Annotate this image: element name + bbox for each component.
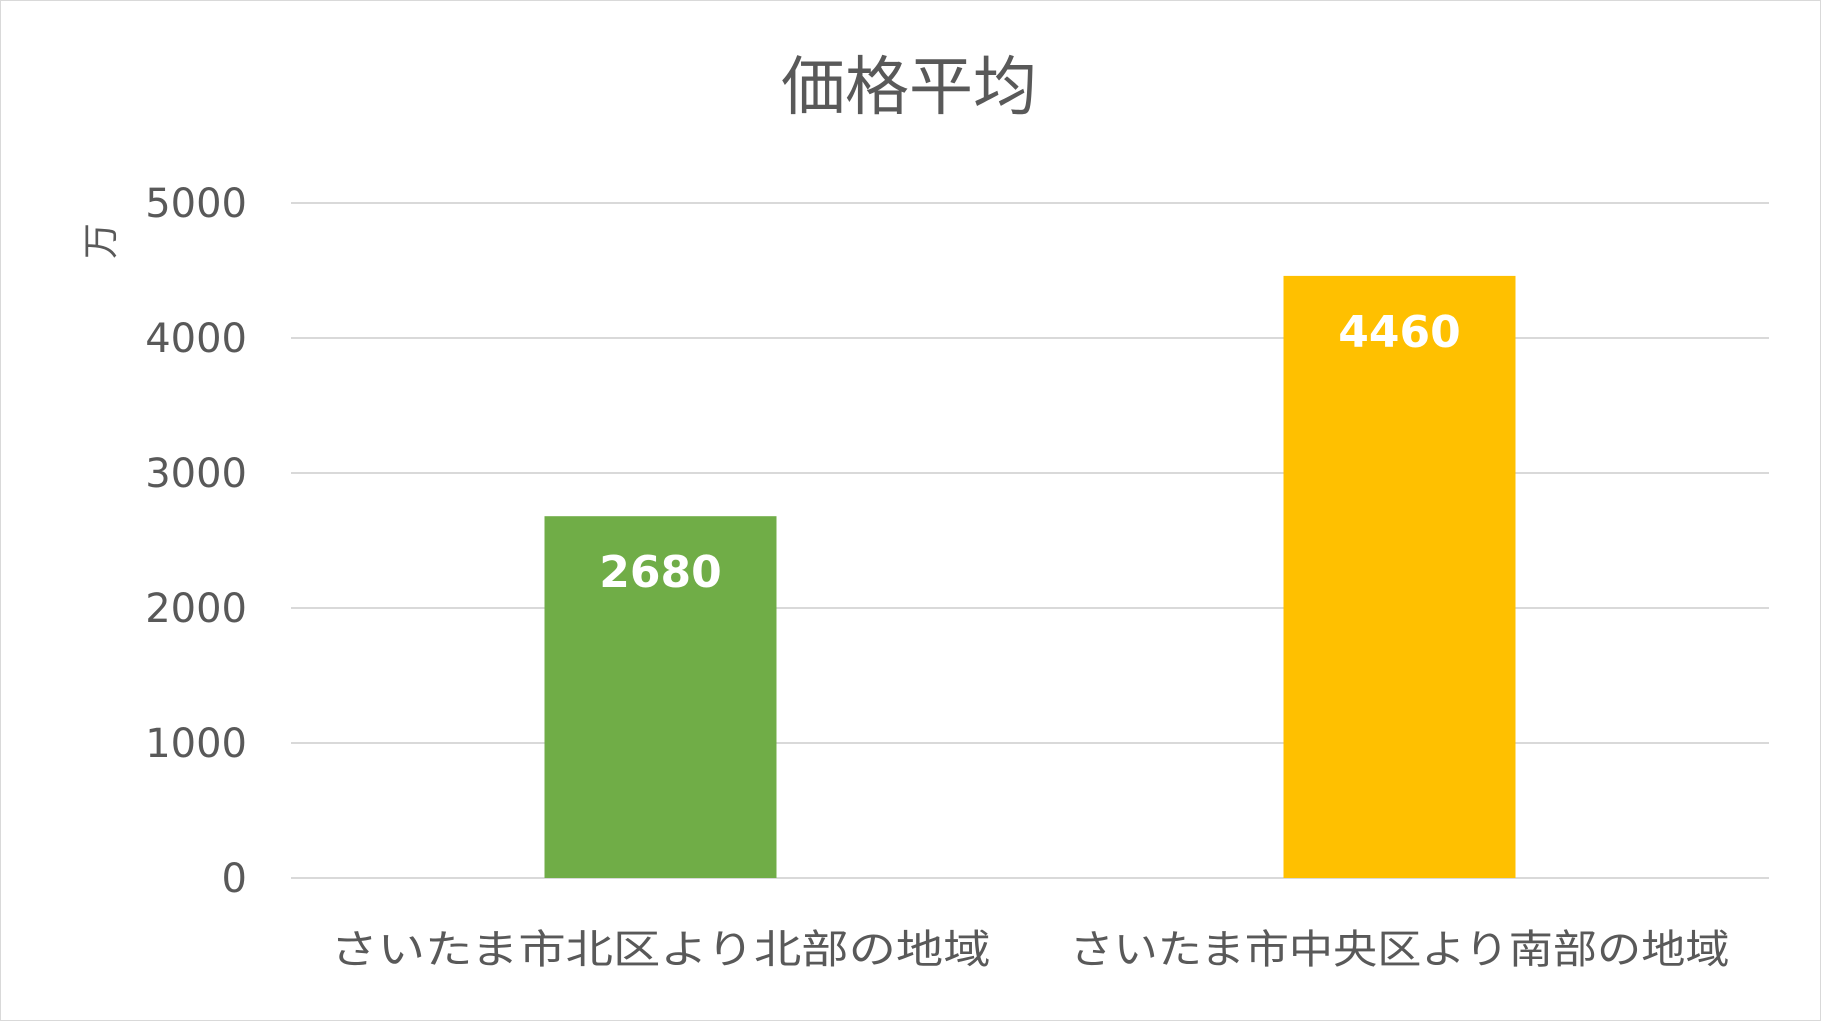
y-tick-label: 1000 bbox=[145, 721, 247, 767]
gridlines bbox=[291, 202, 1769, 879]
data-label-2: 4460 bbox=[1338, 307, 1460, 358]
y-tick-label: 4000 bbox=[145, 316, 247, 362]
chart-title: 価格平均 bbox=[781, 51, 1037, 125]
y-axis-label: 万 bbox=[81, 223, 122, 259]
category-label-1: さいたま市北区より北部の地域 bbox=[331, 927, 991, 973]
category-labels: さいたま市北区より北部の地域 さいたま市中央区より南部の地域 bbox=[331, 927, 1730, 973]
y-tick-label: 2000 bbox=[145, 586, 247, 632]
bar-1 bbox=[544, 516, 777, 878]
y-tick-label: 3000 bbox=[145, 451, 247, 497]
y-tick-label: 5000 bbox=[145, 181, 247, 227]
y-tick-label: 0 bbox=[222, 856, 247, 902]
data-labels: 2680 4460 bbox=[599, 307, 1460, 598]
bars bbox=[544, 275, 1516, 878]
y-axis-ticks: 0 1000 2000 3000 4000 5000 bbox=[145, 181, 247, 902]
category-label-2: さいたま市中央区より南部の地域 bbox=[1070, 927, 1730, 973]
bar-2 bbox=[1283, 275, 1516, 878]
data-label-1: 2680 bbox=[599, 547, 721, 598]
